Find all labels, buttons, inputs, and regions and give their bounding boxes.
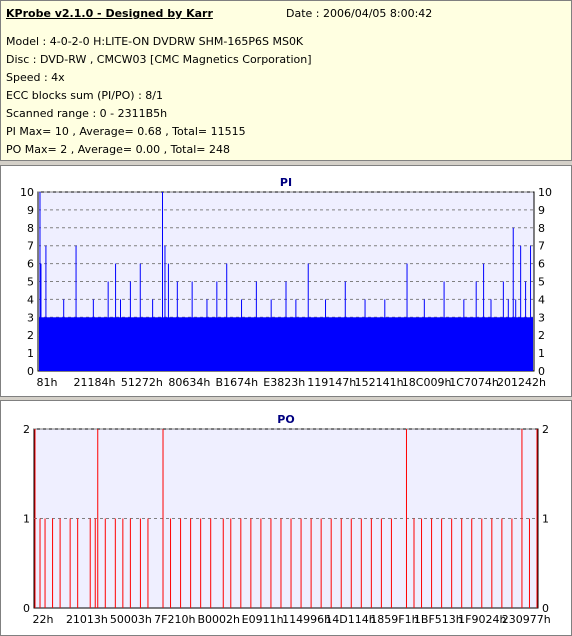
y-tick-left: 0 [27,365,34,378]
disc-line: Disc : DVD-RW , CMCW03 [CMC Magnetics Co… [6,53,312,66]
pi-summary-line: PI Max= 10 , Average= 0.68 , Total= 1151… [6,125,246,138]
y-tick-right: 4 [538,293,545,306]
x-tick-label: 152141h [355,376,404,389]
y-tick-right: 5 [538,276,545,289]
y-tick-right: 8 [538,222,545,235]
x-tick-label: 1C7074h [449,376,499,389]
y-tick-right: 7 [538,240,545,253]
x-tick-label: 21184h [73,376,115,389]
pi-chart-panel: PI 0 0 1 1 2 2 3 3 4 4 5 5 6 6 7 7 8 8 9 9 10 10 81h 21184h 51272… [0,165,572,397]
y-tick-right: 9 [538,204,545,217]
y-tick-left: 1 [27,347,34,360]
po-summary-line: PO Max= 2 , Average= 0.00 , Total= 248 [6,143,230,156]
x-tick-label: 1BF513h [414,613,463,626]
x-tick-label: 1859F1h [370,613,418,626]
pi-chart: PI 0 0 1 1 2 2 3 3 4 4 5 5 6 6 7 7 8 8 9 9 10 10 81h 21184h 51272… [20,176,552,389]
y-tick-left: 8 [27,222,34,235]
x-tick-label: 50003h [110,613,152,626]
y-tick-right: 0 [538,365,545,378]
y-tick-right: 6 [538,258,545,271]
y-tick-left: 2 [27,329,34,342]
po-chart: PO 0 0 1 1 2 2 22h 21013h 50003h 7F210h B0002h E0911… [23,413,551,626]
y-tick-right: 1 [542,513,549,526]
x-tick-label: 18C009h [402,376,452,389]
x-tick-label: 81h [37,376,58,389]
x-tick-label: 14D114h [325,613,375,626]
x-tick-label: 114996h [282,613,331,626]
y-tick-left: 0 [23,602,30,615]
model-line: Model : 4-0-2-0 H:LITE-ON DVDRW SHM-165P… [6,35,304,48]
x-tick-label: 51272h [121,376,163,389]
x-tick-label: B0002h [197,613,240,626]
x-tick-label: 201242h [497,376,546,389]
x-tick-label: E0911h [242,613,284,626]
app-title: KProbe v2.1.0 - Designed by Karr [6,7,213,20]
scan-date: Date : 2006/04/05 8:00:42 [286,7,433,20]
y-tick-left: 6 [27,258,34,271]
x-tick-label: 230977h [502,613,551,626]
y-tick-left: 7 [27,240,34,253]
y-tick-left: 2 [23,423,30,436]
x-tick-label: 21013h [66,613,108,626]
x-tick-label: 1F9024h [458,613,506,626]
y-tick-right: 0 [542,602,549,615]
speed-line: Speed : 4x [6,71,65,84]
y-tick-left: 10 [20,186,34,199]
x-tick-label: 22h [33,613,54,626]
y-tick-left: 9 [27,204,34,217]
x-tick-label: E3823h [263,376,305,389]
x-tick-label: B1674h [216,376,259,389]
y-tick-left: 4 [27,293,34,306]
y-tick-left: 1 [23,513,30,526]
x-tick-label: 80634h [168,376,210,389]
chart-title: PO [277,413,294,426]
po-chart-panel: PO 0 0 1 1 2 2 22h 21013h 50003h 7F210h B0002h E0911… [0,400,572,636]
y-tick-right: 10 [538,186,552,199]
y-tick-left: 3 [27,311,34,324]
y-tick-right: 3 [538,311,545,324]
chart-title: PI [280,176,292,189]
x-tick-label: 119147h [307,376,356,389]
y-tick-right: 2 [538,329,545,342]
ecc-line: ECC blocks sum (PI/PO) : 8/1 [6,89,163,102]
y-tick-right: 1 [538,347,545,360]
y-tick-right: 2 [542,423,549,436]
info-panel: KProbe v2.1.0 - Designed by Karr Date : … [0,0,572,161]
range-line: Scanned range : 0 - 2311B5h [6,107,168,120]
y-tick-left: 5 [27,276,34,289]
x-tick-label: 7F210h [154,613,195,626]
